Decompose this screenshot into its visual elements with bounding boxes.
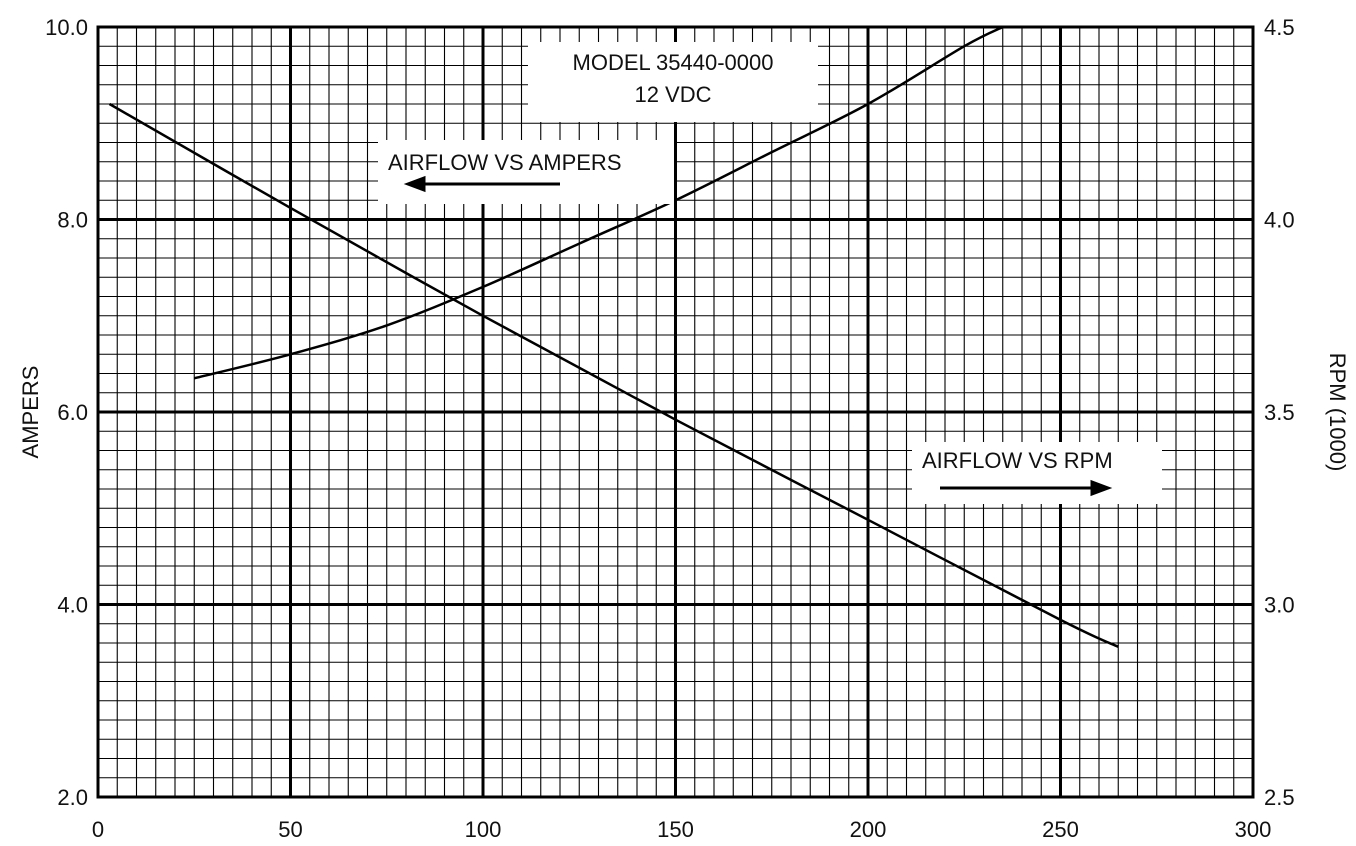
x-tick-label: 50 <box>278 817 302 842</box>
amps-label-bg <box>378 140 674 204</box>
y2-tick-label: 3.0 <box>1264 593 1295 618</box>
y-tick-label: 2.0 <box>57 785 88 810</box>
y-tick-label: 8.0 <box>57 208 88 233</box>
y-tick-label: 4.0 <box>57 593 88 618</box>
x-tick-label: 0 <box>92 817 104 842</box>
x-tick-label: 300 <box>1235 817 1272 842</box>
x-tick-label: 250 <box>1042 817 1079 842</box>
y2-tick-label: 2.5 <box>1264 785 1295 810</box>
x-tick-label: 100 <box>465 817 502 842</box>
y2-tick-label: 4.5 <box>1264 15 1295 40</box>
y-axis-title: AMPERS <box>18 366 43 459</box>
x-tick-label: 200 <box>850 817 887 842</box>
x-tick-label: 150 <box>657 817 694 842</box>
rpm-annotation: AIRFLOW VS RPM <box>922 448 1113 473</box>
tick-labels: 0 50 100 150 200 250 300 2.0 4.0 6.0 8.0 10.0 2.5 3.0… <box>45 15 1294 842</box>
y2-tick-label: 3.5 <box>1264 400 1295 425</box>
series-group <box>108 25 1119 648</box>
arrow-left-icon <box>403 175 560 193</box>
rpm-label-bg <box>912 442 1162 504</box>
series-line-rpm <box>108 102 1119 648</box>
series-line-amps <box>193 25 1004 380</box>
y2-axis-title: RPM (1000) <box>1325 353 1350 472</box>
annotations: MODEL 35440-0000 12 VDC AIRFLOW VS AMPER… <box>378 42 1162 504</box>
model-label-bg <box>528 42 818 122</box>
grid <box>96 25 1255 799</box>
model-label: MODEL 35440-0000 <box>573 50 774 75</box>
arrow-right-icon <box>940 479 1113 497</box>
y2-tick-label: 4.0 <box>1264 208 1295 233</box>
amps-annotation: AIRFLOW VS AMPERS <box>388 150 622 175</box>
y-tick-label: 6.0 <box>57 400 88 425</box>
plot-frame <box>96 25 1255 799</box>
voltage-label: 12 VDC <box>634 82 711 107</box>
y-tick-label: 10.0 <box>45 15 88 40</box>
